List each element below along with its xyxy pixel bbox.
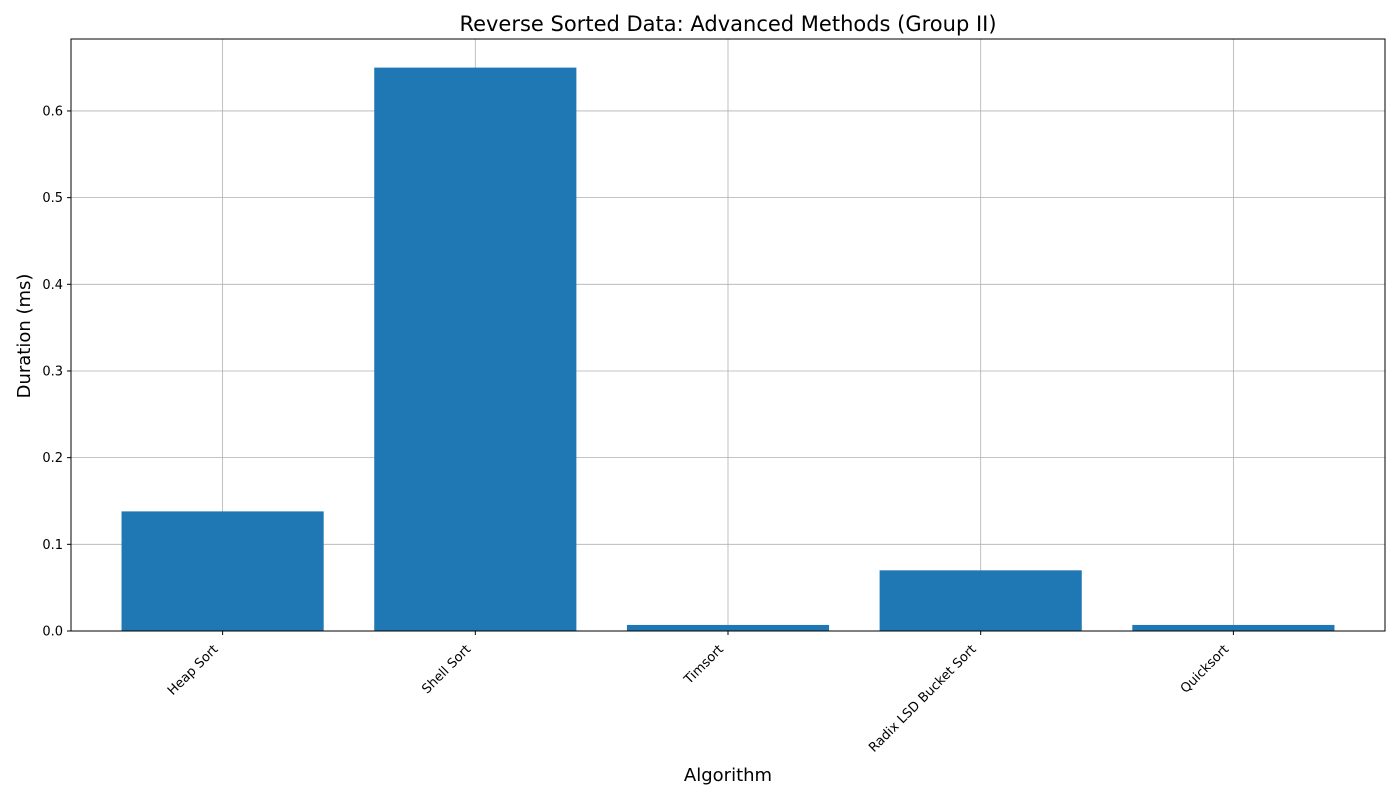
x-axis-ticks: Heap Sort Shell Sort Timsort Radix LSD Buck… xyxy=(165,631,1234,756)
y-tick-label: 0.5 xyxy=(42,191,63,206)
bars xyxy=(121,67,1335,632)
y-axis-ticks: 0.0 0.1 0.2 0.3 0.4 0.5 0.6 xyxy=(42,104,71,640)
y-tick-label: 0.0 xyxy=(42,625,63,640)
y-tick-label: 0.1 xyxy=(42,538,63,553)
x-tick-label: Quicksort xyxy=(1178,642,1232,696)
bar-radix-lsd-bucket-sort xyxy=(879,570,1082,631)
bar-quicksort xyxy=(1132,624,1335,631)
y-tick-label: 0.3 xyxy=(42,364,63,379)
bar-timsort xyxy=(626,624,830,631)
y-tick-label: 0.2 xyxy=(42,451,63,466)
y-tick-label: 0.4 xyxy=(42,278,63,293)
x-tick-label: Timsort xyxy=(681,642,727,688)
x-axis-label: Algorithm xyxy=(684,765,772,786)
x-tick-label: Heap Sort xyxy=(165,642,221,698)
bar-shell-sort xyxy=(374,67,577,632)
chart-title: Reverse Sorted Data: Advanced Methods (G… xyxy=(459,12,996,36)
bar-heap-sort xyxy=(121,511,324,631)
y-tick-label: 0.6 xyxy=(42,104,63,119)
x-tick-label: Radix LSD Bucket Sort xyxy=(866,642,979,755)
y-axis-label: Duration (ms) xyxy=(14,274,35,399)
x-tick-label: Shell Sort xyxy=(419,642,474,697)
